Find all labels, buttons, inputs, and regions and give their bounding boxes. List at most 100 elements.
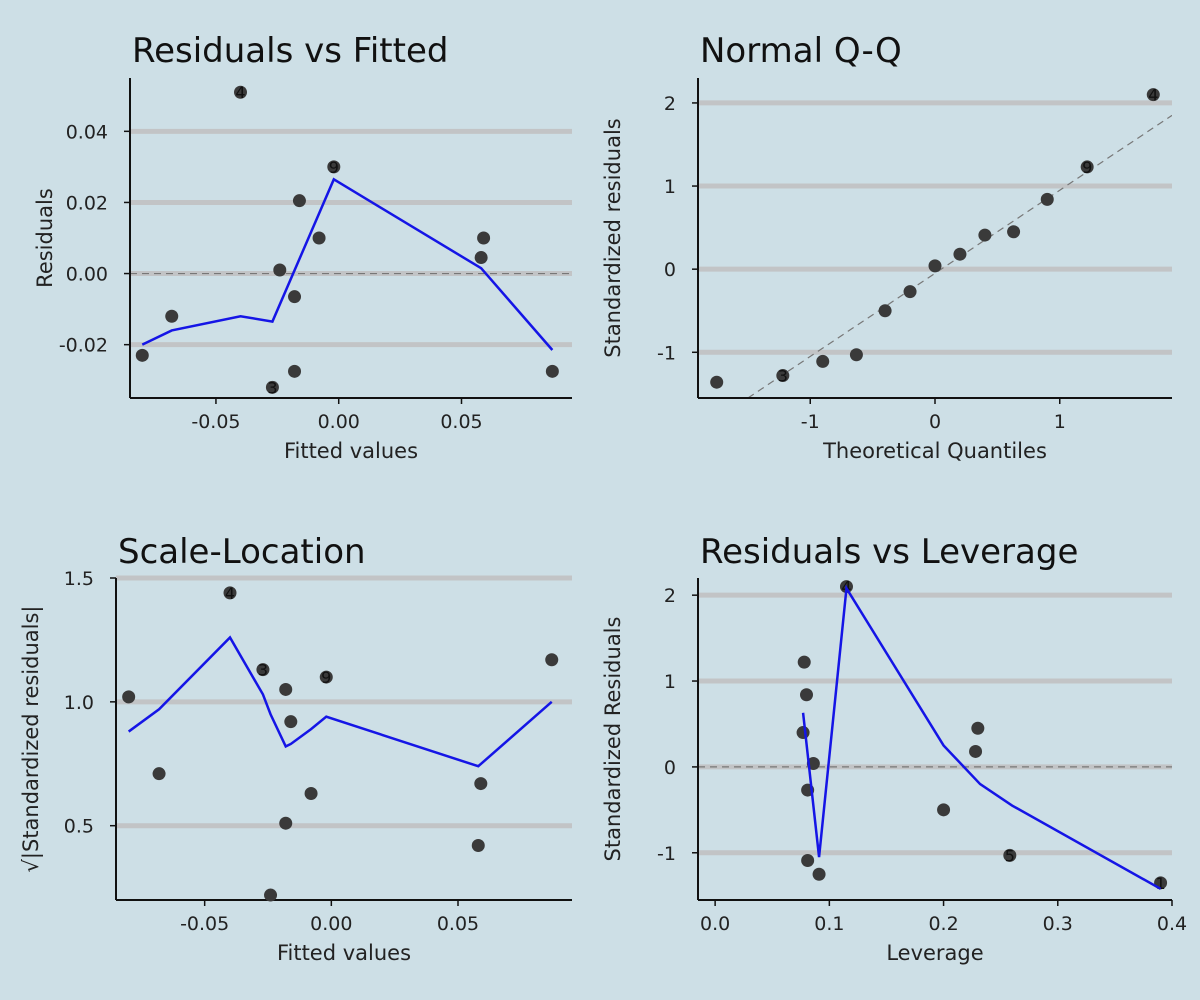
panel-normal-qq: -1 0 1 -1 0 1 2 Normal Q-Q Theoretical Quantiles…: [601, 31, 1172, 463]
x-tick-label: 0.0: [700, 913, 730, 935]
y-tick-label: 0.04: [66, 121, 108, 143]
x-axis-label: Fitted values: [284, 439, 418, 463]
x-tick-label: 0.1: [814, 913, 844, 935]
data-point: [264, 888, 278, 902]
data-point: [152, 767, 166, 781]
data-point: [474, 251, 488, 265]
chart-title: Normal Q-Q: [700, 31, 902, 71]
y-axis-label: Standardized residuals: [601, 118, 625, 357]
point-label: 4: [225, 584, 235, 603]
data-point: [135, 348, 149, 362]
data-point: [1040, 192, 1054, 206]
data-point: [710, 375, 724, 389]
data-point: [165, 309, 179, 323]
y-tick-label: 0: [664, 757, 676, 779]
chart-title: Scale-Location: [118, 532, 366, 572]
data-point: [288, 364, 302, 378]
point-label: 4: [1148, 86, 1158, 105]
y-tick-label: 0.00: [66, 264, 108, 286]
panel-residuals-vs-leverage: 0.0 0.1 0.2 0.3 0.4 -1 0 1 2 Residuals vs Leverag…: [601, 532, 1187, 965]
y-tick-label: 2: [664, 93, 676, 115]
x-tick-label: 0.05: [437, 913, 479, 935]
data-point: [878, 304, 892, 318]
data-point: [1080, 160, 1094, 174]
y-tick-label: 0.02: [66, 192, 108, 214]
x-tick-label: -0.05: [180, 913, 229, 935]
qq-reference-line: [746, 114, 1172, 398]
data-point: [953, 247, 967, 261]
smoother-line: [127, 635, 553, 768]
data-point: [477, 231, 491, 245]
smoother-line: [801, 584, 1162, 890]
x-tick-label: 0.00: [318, 411, 360, 433]
y-tick-label: -0.02: [59, 335, 108, 357]
data-point: [969, 744, 983, 758]
data-point: [776, 369, 790, 383]
data-point: [319, 670, 333, 684]
data-point: [812, 867, 826, 881]
x-tick-label: 0.3: [1043, 913, 1073, 935]
y-axis-label: Residuals: [33, 188, 57, 288]
data-point: [279, 682, 293, 696]
point-label: 3: [258, 661, 268, 680]
data-point: [304, 786, 318, 800]
x-tick-label: 0.05: [440, 411, 482, 433]
data-point: [545, 653, 559, 667]
x-axis-label: Theoretical Quantiles: [822, 439, 1047, 463]
y-axis-label: √|Standardized residuals|: [19, 605, 44, 872]
data-point: [273, 263, 287, 277]
x-axis-label: Fitted values: [277, 941, 411, 965]
data-point: [292, 194, 306, 208]
data-point: [1003, 848, 1017, 862]
data-point: [545, 364, 559, 378]
x-tick-label: 0.2: [928, 913, 958, 935]
x-tick-label: 0.4: [1157, 913, 1187, 935]
data-point: [928, 259, 942, 273]
smoother-line: [141, 177, 554, 351]
data-point: [234, 85, 247, 99]
x-tick-label: 1: [1054, 411, 1066, 433]
y-axis-label: Standardized Residuals: [601, 617, 625, 862]
y-tick-label: -1: [657, 843, 676, 865]
data-point: [265, 380, 279, 394]
chart-title: Residuals vs Fitted: [132, 31, 448, 71]
data-point: [284, 715, 298, 729]
data-point: [903, 285, 917, 299]
data-point: [122, 690, 136, 704]
data-point: [796, 726, 810, 740]
y-tick-label: -1: [657, 342, 676, 364]
data-point: [937, 803, 951, 817]
point-label: 3: [267, 378, 277, 397]
data-point: [471, 839, 485, 853]
panel-residuals-vs-fitted: -0.05 0.00 0.05 -0.02 0.00 0.02 0.04 Residuals …: [33, 31, 572, 463]
x-tick-label: -1: [801, 411, 820, 433]
point-label: 9: [329, 158, 339, 177]
data-point: [978, 228, 992, 242]
y-tick-label: 1.0: [64, 692, 94, 714]
point-label: 5: [1005, 846, 1015, 865]
y-tick-label: 1.5: [64, 568, 94, 590]
point-label: 1: [1155, 874, 1165, 893]
x-tick-label: -0.05: [191, 411, 240, 433]
data-point: [800, 688, 814, 702]
point-label: 9: [1082, 158, 1092, 177]
data-point: [797, 655, 811, 669]
y-tick-label: 1: [664, 671, 676, 693]
x-axis-label: Leverage: [886, 941, 983, 965]
y-tick-label: 1: [664, 176, 676, 198]
point-label: 4: [235, 83, 245, 102]
data-point: [1146, 88, 1160, 102]
data-point: [288, 290, 302, 304]
x-tick-label: 0.00: [310, 913, 352, 935]
data-point: [1007, 225, 1021, 239]
chart-title: Residuals vs Leverage: [700, 532, 1078, 572]
data-point: [327, 160, 341, 174]
y-tick-label: 0: [664, 259, 676, 281]
data-point: [256, 663, 270, 677]
data-point: [312, 231, 326, 245]
data-point: [474, 777, 488, 791]
x-tick-label: 0: [929, 411, 941, 433]
data-point: [279, 816, 293, 830]
panel-scale-location: -0.05 0.00 0.05 0.5 1.0 1.5 Scale-Location Fitt…: [19, 532, 572, 965]
